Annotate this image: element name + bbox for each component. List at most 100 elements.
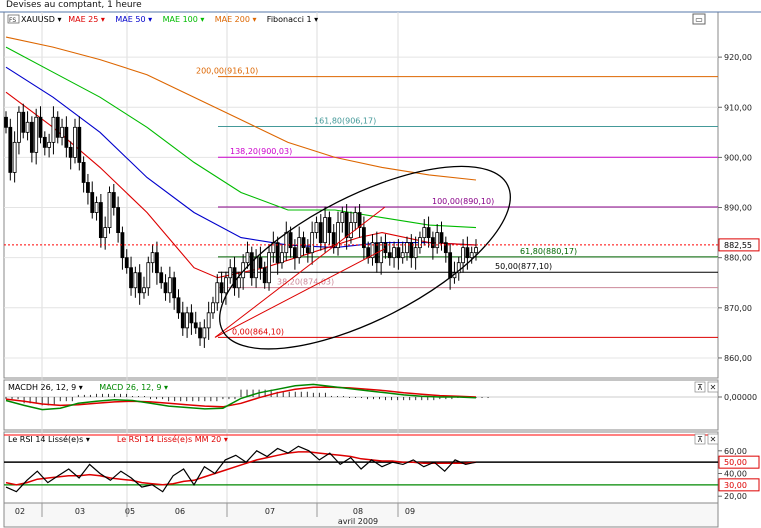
time-axis-label: 05 xyxy=(125,507,135,516)
candle-body xyxy=(159,272,164,284)
candle-body xyxy=(340,212,345,223)
fibonacci-level-label: 100,00(890,10) xyxy=(432,197,494,206)
rsi-tick-label: 20,00 xyxy=(724,492,747,501)
candle-body xyxy=(103,227,108,239)
moving-average-line xyxy=(5,36,477,181)
time-axis-label: 08 xyxy=(353,507,363,516)
candle-body xyxy=(288,232,293,249)
macd-legend-item[interactable]: MACD 26, 12, 9 ▾ xyxy=(99,383,168,392)
fibonacci-level-label: 138,20(900,03) xyxy=(230,147,292,156)
fibonacci-level-label: 161,80(906,17) xyxy=(314,116,376,125)
candle-body xyxy=(150,252,155,264)
candle-body xyxy=(219,282,224,294)
fibonacci-level-label: 61,80(880,17) xyxy=(520,247,577,256)
legend-item[interactable]: Fibonacci 1 ▾ xyxy=(267,15,318,24)
candle-body xyxy=(413,247,418,259)
legend-item[interactable]: MAE 100 ▾ xyxy=(163,15,205,24)
candle-body xyxy=(400,252,405,259)
rsi-tick-label: 40,00 xyxy=(724,470,747,479)
price-tick-label: 860,00 xyxy=(724,354,752,363)
legend-item[interactable]: XAUUSD ▾ xyxy=(21,15,61,24)
candle-body xyxy=(280,252,284,264)
legend-item[interactable]: MAE 25 ▾ xyxy=(68,15,105,24)
rsi-legend-item[interactable]: Le RSI 14 Lissé(e)s MM 20 ▾ xyxy=(117,434,228,444)
candle-body xyxy=(163,282,168,294)
candle-body xyxy=(224,277,228,294)
candle-body xyxy=(443,242,448,254)
candle-body xyxy=(456,262,461,274)
candle-body xyxy=(60,126,64,138)
candle-body xyxy=(245,252,250,264)
candle-body xyxy=(172,277,177,299)
candle-body xyxy=(361,227,366,249)
candle-body xyxy=(422,227,427,239)
time-axis-label: 06 xyxy=(175,507,185,516)
fibonacci-level-label: 50,00(877,10) xyxy=(495,262,552,271)
rsi-level-marker xyxy=(718,455,760,469)
candle-body xyxy=(206,312,211,329)
candle-body xyxy=(68,146,73,158)
candle-body xyxy=(297,237,302,259)
price-tick-label: 880,00 xyxy=(724,254,752,263)
macd-close-button[interactable] xyxy=(707,381,719,393)
moving-average-line xyxy=(5,91,477,279)
candle-body xyxy=(383,242,388,254)
candle-body xyxy=(349,222,353,239)
fibonacci-level-label: 200,00(916,10) xyxy=(196,67,258,76)
candle-body xyxy=(232,267,237,289)
time-axis-label: 07 xyxy=(265,507,275,516)
candle-body xyxy=(202,327,207,339)
trend-line xyxy=(214,248,386,338)
candle-body xyxy=(318,222,323,244)
trend-line xyxy=(214,206,386,338)
candle-body xyxy=(167,277,172,294)
candle-body xyxy=(301,237,306,249)
candle-body xyxy=(435,232,440,249)
candle-body xyxy=(344,212,349,239)
candle-body xyxy=(310,232,315,254)
maximize-button-label: ▭ xyxy=(695,15,703,24)
candle-body xyxy=(305,247,310,254)
maximize-button[interactable] xyxy=(692,13,706,25)
candle-body xyxy=(387,252,392,259)
candle-body xyxy=(258,257,263,269)
candle-body xyxy=(323,217,327,244)
candle-body xyxy=(176,297,181,314)
rsi-level-marker xyxy=(718,478,760,492)
price-panel xyxy=(3,11,719,379)
rsi-legend-item[interactable]: Le RSI 14 Lissé(e)s ▾ xyxy=(8,434,90,444)
candle-body xyxy=(474,247,478,254)
candle-body xyxy=(129,267,133,289)
moving-average-line xyxy=(5,46,477,229)
rsi-level-label: 30,00 xyxy=(724,481,747,490)
candle-body xyxy=(439,232,444,244)
macd-collapse-button[interactable] xyxy=(694,381,706,393)
legend-item[interactable]: MAE 50 ▾ xyxy=(115,15,152,24)
rsi-close-button[interactable] xyxy=(707,433,719,445)
macd-signal-line xyxy=(5,386,477,408)
macd-legend-item[interactable]: MACDH 26, 12, 9 ▾ xyxy=(8,383,83,392)
legend-badge[interactable] xyxy=(7,14,20,24)
rsi-moving-average-line xyxy=(5,451,477,486)
candle-body xyxy=(430,237,435,249)
rsi-line xyxy=(5,445,477,493)
candle-body xyxy=(469,252,474,259)
time-axis-label: 02 xyxy=(15,507,25,516)
candle-body xyxy=(47,141,52,148)
time-axis-label: 03 xyxy=(75,507,85,516)
rsi-collapse-button[interactable] xyxy=(694,433,706,445)
candle-body xyxy=(55,116,60,138)
rsi-tick-label: 60,00 xyxy=(724,447,747,456)
candle-body xyxy=(448,252,453,279)
candle-body xyxy=(193,322,198,329)
candle-body xyxy=(155,252,159,274)
candle-body xyxy=(107,192,112,228)
rsi-level-label: 50,00 xyxy=(724,458,747,467)
rsi-collapse-button-label: ⊼ xyxy=(697,435,703,444)
candle-body xyxy=(29,121,34,153)
legend-item[interactable]: MAE 200 ▾ xyxy=(215,15,257,24)
candle-body xyxy=(198,327,202,339)
candle-body xyxy=(292,247,297,259)
candle-body xyxy=(314,222,319,234)
candle-body xyxy=(124,257,129,269)
